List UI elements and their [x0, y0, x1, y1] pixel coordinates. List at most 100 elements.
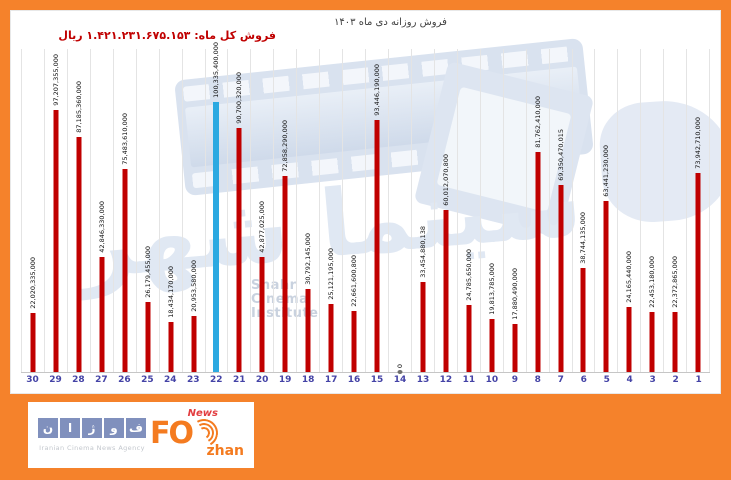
x-tick-label: 9 [511, 375, 518, 385]
x-tick-label: 11 [462, 375, 476, 385]
chart-column-day-23: 20,953,580,000 [183, 49, 206, 372]
x-tick-label: 19 [278, 375, 292, 385]
x-tick-label: 3 [649, 375, 656, 385]
bar-value-label: 97,207,355,000 [51, 54, 60, 106]
bar [603, 201, 609, 372]
x-tick-label: 2 [672, 375, 679, 385]
x-tick-label: 30 [26, 375, 39, 385]
bar-value-label: 24,165,440,000 [625, 251, 634, 303]
bar-value-label: 42,846,330,000 [97, 201, 106, 253]
chart-column-day-30: 22,020,335,000 [21, 49, 45, 372]
chart-column-day-27: 42,846,330,000 [91, 49, 114, 372]
x-tick-label: 23 [187, 375, 200, 385]
x-tick-label: 25 [141, 375, 154, 385]
bar-value-label: 25,121,195,000 [326, 248, 335, 300]
logo-letter-tile: ن [38, 418, 58, 438]
x-tick-label: 8 [534, 375, 541, 385]
chart-column-day-3: 22,453,180,000 [641, 49, 665, 372]
bar-plot: 22,020,335,000 97,207,355,000 87,185,360,0… [21, 42, 711, 374]
bar-value-label: 22,453,180,000 [648, 256, 657, 308]
bar [512, 324, 518, 372]
zhan-logo-text: zhan [206, 443, 244, 459]
chart-column-day-21: 90,700,320,000 [228, 49, 252, 372]
x-tick-label: 28 [72, 375, 85, 385]
bar [282, 176, 288, 372]
bar-value-label: 20,953,580,000 [189, 260, 198, 312]
bar-value-label: 38,744,135,000 [579, 212, 588, 264]
bar-value-label: 18,434,170,000 [166, 266, 175, 318]
bar [76, 137, 82, 372]
bar-value-label: 69,350,470,015 [556, 129, 565, 181]
bar-value-label: 100,335,400,000 [212, 42, 221, 98]
bar [672, 312, 678, 372]
chart-column-day-29: 97,207,355,000 [45, 49, 68, 372]
x-tick-label: 21 [232, 375, 246, 385]
bar-value-label: 90,700,320,000 [235, 72, 244, 124]
bar-value-label: 24,785,650,000 [464, 249, 473, 301]
bar-value-label: 17,880,490,000 [510, 268, 519, 320]
bar-value-label: 33,454,880,138 [418, 226, 427, 278]
chart-column-day-20: 42,877,025,000 [251, 49, 275, 372]
x-tick-label: 16 [347, 375, 361, 385]
chart-panel: سینما شهر Shahr Cinema Institute فروش رو… [10, 10, 721, 394]
bar-value-label: 75,483,610,000 [120, 113, 129, 165]
chart-column-day-26: 75,483,610,000 [114, 49, 137, 372]
bar-value-label: 60,012,070,800 [441, 154, 450, 206]
x-tick-label: 17 [324, 375, 338, 385]
logo-letter-tile: ا [60, 418, 80, 438]
chart-column-day-9: 17,880,490,000 [504, 49, 527, 372]
bar-value-label: 42,877,025,000 [258, 201, 267, 253]
chart-column-day-17: 25,121,195,000 [320, 49, 344, 372]
chart-column-day-28: 87,185,360,000 [68, 49, 91, 372]
chart-column-day-12: 60,012,070,800 [435, 49, 458, 372]
x-tick-label: 4 [626, 375, 633, 385]
bar [259, 257, 265, 372]
bar-value-label: 22,020,335,000 [28, 257, 37, 309]
bar [535, 152, 541, 372]
chart-column-day-4: 24,165,440,000 [618, 49, 642, 372]
bar [466, 305, 472, 372]
agency-caption: Iranian Cinema News Agency [39, 444, 145, 452]
chart-column-day-10: 19,813,785,000 [481, 49, 504, 372]
chart-column-day-16: 22,661,600,800 [343, 49, 367, 372]
x-tick-label: 29 [49, 375, 62, 385]
fozhan-news-logo: News FO zhan [148, 407, 244, 463]
chart-column-day-1: 73,942,710,000 [687, 49, 711, 372]
bar-value-label: 26,179,455,000 [143, 246, 152, 298]
chart-column-day-25: 26,179,455,000 [137, 49, 160, 372]
x-tick-label: 12 [439, 375, 453, 385]
bar [626, 307, 632, 372]
chart-column-day-11: 24,785,650,000 [458, 49, 481, 372]
bar [580, 268, 586, 372]
logo-letter-tile: و [104, 418, 124, 438]
chart-column-day-15: 93,446,190,000 [366, 49, 389, 372]
bar [236, 128, 242, 372]
bar [99, 257, 105, 372]
bar [191, 316, 197, 372]
x-tick-label: 22 [209, 375, 223, 385]
chart-column-day-13: 33,454,880,138 [412, 49, 435, 372]
x-tick-label: 5 [603, 375, 610, 385]
bar-value-label: 0 [395, 363, 404, 368]
chart-title: فروش روزانه دی ماه ۱۴۰۳ [334, 17, 447, 28]
chart-column-day-14: 0 [389, 49, 412, 374]
bar [30, 313, 36, 372]
fo-logo-text: FO [150, 416, 194, 451]
bar [145, 302, 151, 372]
chart-column-day-24: 18,434,170,000 [160, 49, 183, 372]
chart-column-day-19: 72,858,290,000 [274, 49, 298, 372]
chart-column-day-18: 30,792,145,000 [297, 49, 321, 372]
bar [649, 312, 655, 372]
bar [420, 282, 426, 372]
bar-value-label: 63,441,230,000 [602, 145, 611, 197]
bar [122, 169, 128, 372]
bar-value-label: 93,446,190,000 [372, 64, 381, 116]
chart-column-day-6: 38,744,135,000 [573, 49, 596, 372]
bar [489, 319, 495, 372]
bar-value-label: 73,942,710,000 [693, 117, 702, 169]
x-axis: 30 29 28 27 26 25 24 23 22 21 20 19 18 17 16 15 14 13 12 11… [21, 375, 710, 391]
